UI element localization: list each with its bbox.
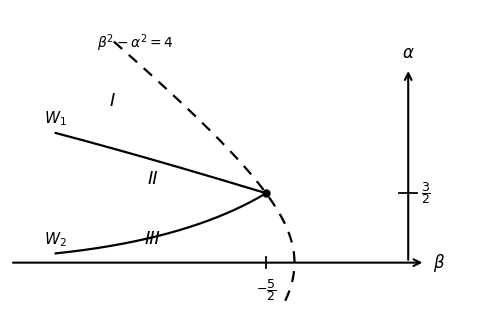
Text: $\beta$: $\beta$ [432, 252, 445, 274]
Text: $-\dfrac{5}{2}$: $-\dfrac{5}{2}$ [256, 278, 276, 304]
Text: $\dfrac{3}{2}$: $\dfrac{3}{2}$ [420, 180, 430, 206]
Text: III: III [144, 230, 160, 248]
Text: $W_1$: $W_1$ [44, 110, 67, 128]
Text: $\alpha$: $\alpha$ [402, 44, 414, 62]
Text: $W_2$: $W_2$ [44, 230, 67, 249]
Text: II: II [147, 170, 158, 188]
Text: $\beta^2 - \alpha^2 = 4$: $\beta^2 - \alpha^2 = 4$ [97, 33, 174, 54]
Text: I: I [110, 92, 115, 109]
